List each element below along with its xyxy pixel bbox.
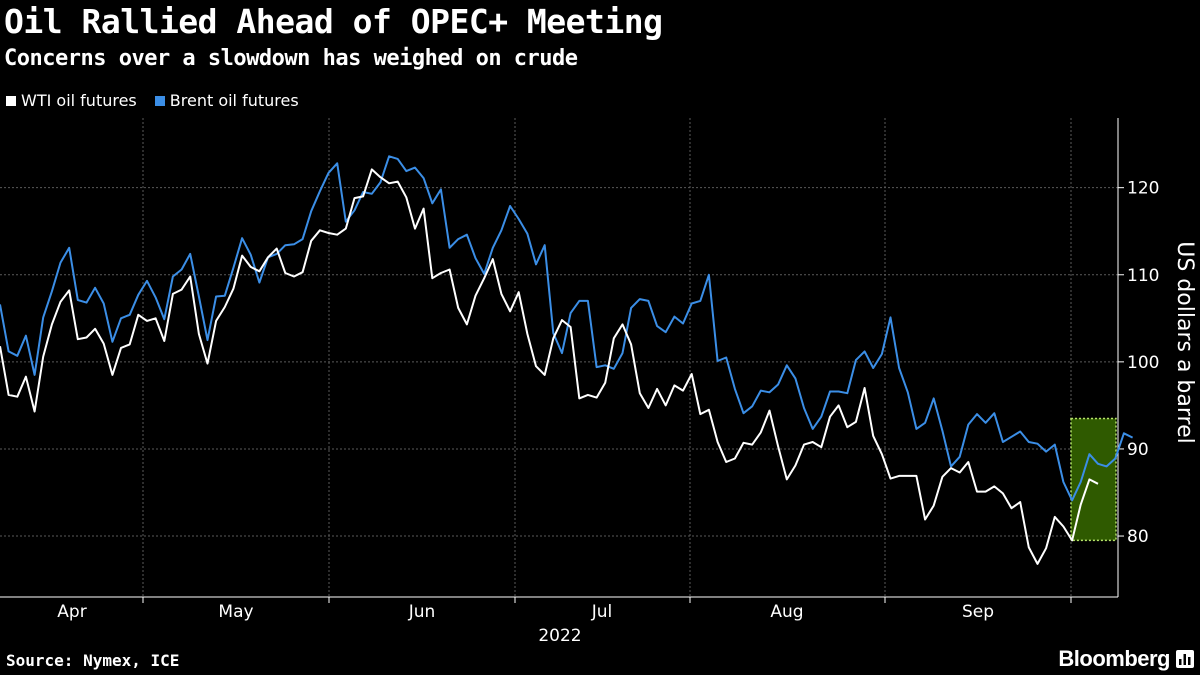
x-tick-label: May	[218, 602, 253, 622]
bloomberg-chart-icon	[1176, 650, 1194, 668]
x-year-label: 2022	[538, 626, 581, 646]
legend-label-wti: WTI oil futures	[21, 91, 137, 110]
y-axis-title: US dollars a barrel	[1172, 241, 1197, 443]
legend-item-brent: Brent oil futures	[154, 91, 299, 110]
y-tick-label: 90	[1127, 440, 1149, 460]
y-tick-label: 110	[1127, 266, 1159, 286]
legend-swatch-wti	[6, 95, 16, 106]
highlight-box	[1070, 417, 1117, 542]
legend-item-wti: WTI oil futures	[6, 91, 137, 110]
x-tick-label: Jul	[591, 602, 613, 622]
legend-swatch-brent	[154, 95, 165, 106]
x-tick-label: Sep	[962, 602, 994, 622]
x-tick-label: Aug	[770, 602, 803, 622]
y-tick-label: 80	[1127, 527, 1149, 547]
wti-line	[0, 168, 1099, 565]
y-tick-label: 100	[1127, 353, 1159, 373]
y-tick-label: 120	[1127, 179, 1159, 199]
x-tick-label: Apr	[57, 602, 86, 622]
source-note: Source: Nymex, ICE	[6, 651, 180, 670]
chart-subtitle: Concerns over a slowdown has weighed on …	[4, 46, 578, 71]
chart-legend: WTI oil futures Brent oil futures	[6, 91, 299, 110]
x-tick-label: Jun	[408, 602, 436, 622]
chart-title: Oil Rallied Ahead of OPEC+ Meeting	[4, 2, 663, 41]
brent-line	[0, 155, 1134, 502]
bloomberg-logo: Bloomberg	[1058, 646, 1170, 671]
legend-label-brent: Brent oil futures	[169, 91, 299, 110]
